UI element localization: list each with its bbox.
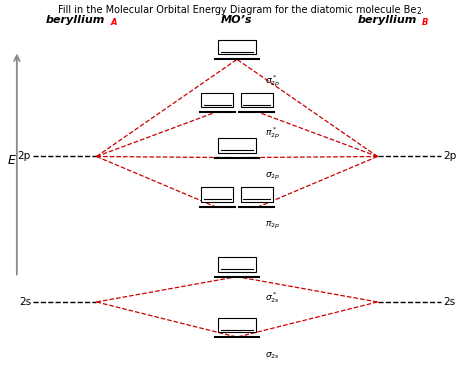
Bar [218,318,256,332]
Text: beryllium: beryllium [46,15,105,25]
Bar [201,93,233,107]
Bar [201,188,233,202]
Text: $\sigma^*_{2s}$: $\sigma^*_{2s}$ [265,290,280,305]
Text: $\sigma^*_{2p}$: $\sigma^*_{2p}$ [265,73,281,88]
Text: $\pi^*_{2p}$: $\pi^*_{2p}$ [265,126,280,141]
Text: B: B [422,18,428,27]
Text: 2s: 2s [19,297,31,307]
Text: $\sigma_{2s}$: $\sigma_{2s}$ [265,351,280,361]
Text: 2: 2 [417,7,421,16]
Text: 2p: 2p [443,151,456,161]
Bar [241,188,273,202]
Text: A: A [110,18,117,27]
Text: .: . [421,5,424,15]
Text: $\sigma_{2p}$: $\sigma_{2p}$ [265,171,281,182]
Text: 2p: 2p [18,151,31,161]
Text: beryllium: beryllium [357,15,417,25]
Text: E: E [7,154,15,167]
Bar [218,257,256,272]
Text: Fill in the Molecular Orbital Energy Diagram for the diatomic molecule Be: Fill in the Molecular Orbital Energy Dia… [58,5,416,15]
Text: $\pi_{2p}$: $\pi_{2p}$ [265,220,280,232]
Bar [218,40,256,54]
Text: 2s: 2s [443,297,455,307]
Text: MO’s: MO’s [221,15,253,25]
Bar [241,93,273,107]
Bar [218,138,256,153]
